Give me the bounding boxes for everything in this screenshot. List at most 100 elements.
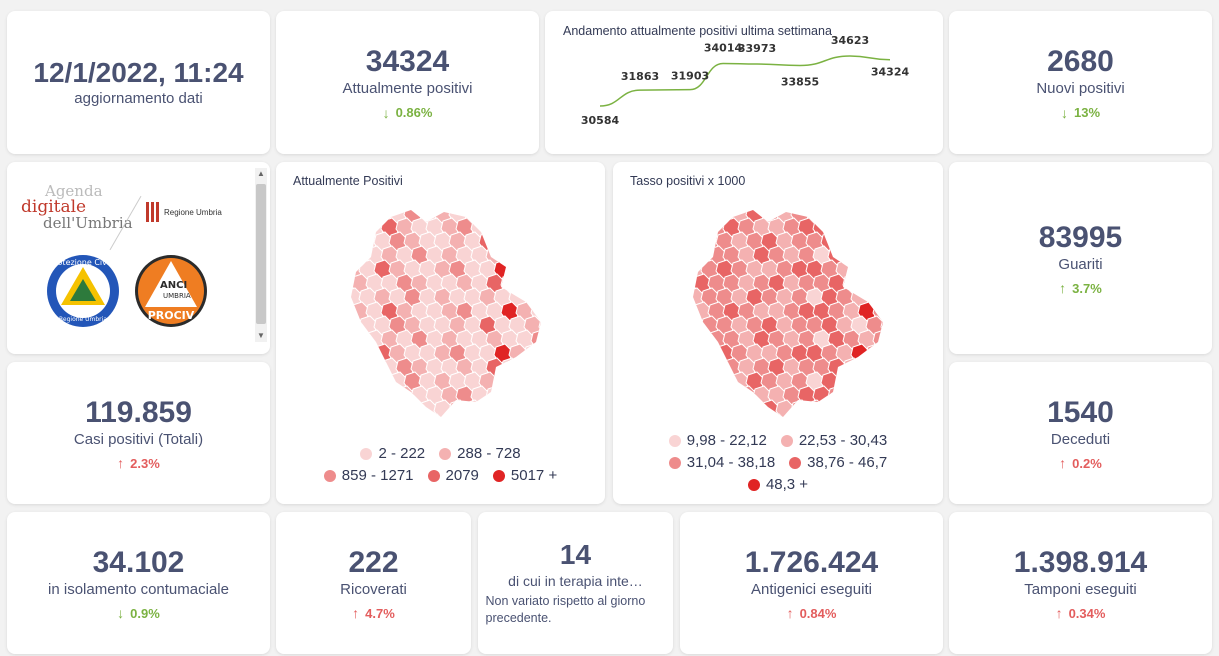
legend-item[interactable]: 859 - 1271 — [323, 467, 414, 484]
municipality-area[interactable] — [850, 231, 870, 252]
scroll-up-icon[interactable]: ▲ — [257, 169, 265, 178]
municipality-area[interactable] — [478, 399, 498, 419]
municipality-area[interactable] — [835, 231, 855, 252]
municipality-area[interactable] — [857, 217, 877, 238]
municipality-area[interactable] — [693, 413, 712, 433]
municipality-area[interactable] — [373, 399, 393, 419]
municipality-area[interactable] — [538, 231, 557, 252]
municipality-area[interactable] — [344, 315, 363, 336]
municipality-area[interactable] — [872, 245, 891, 266]
municipality-area[interactable] — [820, 204, 840, 224]
municipality-area[interactable] — [478, 204, 498, 224]
municipality-area[interactable] — [686, 204, 705, 224]
municipality-area[interactable] — [888, 274, 906, 293]
umbria-map-positivi[interactable] — [276, 192, 605, 452]
municipality-area[interactable] — [850, 371, 870, 392]
municipality-area[interactable] — [351, 357, 370, 378]
municipality-area[interactable] — [344, 231, 363, 252]
municipality-area[interactable] — [767, 413, 787, 433]
trend-card[interactable]: Andamento attualmente positivi ultima se… — [545, 11, 943, 154]
municipality-area[interactable] — [538, 343, 557, 364]
municipality-area[interactable] — [538, 371, 557, 392]
municipality-area[interactable] — [693, 357, 712, 378]
municipality-area[interactable] — [827, 413, 847, 433]
municipality-area[interactable] — [546, 386, 564, 405]
municipality-area[interactable] — [888, 246, 906, 265]
municipality-area[interactable] — [546, 414, 564, 433]
legend-item[interactable]: 5017 + — [492, 467, 557, 484]
municipality-area[interactable] — [880, 399, 899, 419]
scrollbar-thumb[interactable] — [256, 184, 266, 324]
municipality-area[interactable] — [530, 245, 549, 266]
municipality-area[interactable] — [344, 204, 363, 224]
municipality-area[interactable] — [842, 385, 862, 406]
municipality-area[interactable] — [530, 413, 549, 433]
municipality-area[interactable] — [700, 204, 720, 224]
municipality-area[interactable] — [707, 357, 727, 378]
isolamento-card[interactable]: 34.102 in isolamento contumaciale ↓ 0.9% — [7, 512, 270, 654]
legend-item[interactable]: 31,04 - 38,18 — [668, 454, 775, 471]
municipality-area[interactable] — [351, 385, 370, 406]
municipality-area[interactable] — [365, 385, 385, 406]
municipality-area[interactable] — [812, 413, 832, 433]
municipality-area[interactable] — [546, 274, 564, 293]
municipality-area[interactable] — [842, 217, 862, 238]
municipality-area[interactable] — [493, 371, 513, 392]
municipality-area[interactable] — [880, 259, 899, 280]
municipality-area[interactable] — [470, 413, 490, 433]
municipality-area[interactable] — [523, 371, 542, 392]
municipality-area[interactable] — [827, 217, 847, 238]
legend-item[interactable]: 9,98 - 22,12 — [668, 432, 767, 449]
municipality-area[interactable] — [425, 413, 445, 433]
municipality-area[interactable] — [493, 399, 513, 419]
municipality-area[interactable] — [835, 399, 855, 419]
ricoverati-card[interactable]: 222 Ricoverati ↑ 4.7% — [276, 512, 471, 654]
municipality-area[interactable] — [530, 357, 549, 378]
municipality-area[interactable] — [500, 357, 520, 378]
municipality-area[interactable] — [888, 386, 906, 405]
municipality-area[interactable] — [880, 287, 899, 308]
municipality-area[interactable] — [455, 413, 475, 433]
municipality-area[interactable] — [835, 204, 855, 224]
municipality-area[interactable] — [388, 399, 408, 419]
municipality-area[interactable] — [888, 330, 906, 349]
municipality-area[interactable] — [508, 231, 528, 252]
guariti-card[interactable]: 83995 Guariti ↑ 3.7% — [949, 162, 1212, 354]
municipality-area[interactable] — [700, 399, 720, 419]
legend-item[interactable]: 2 - 222 — [360, 445, 425, 462]
municipality-area[interactable] — [515, 273, 535, 294]
municipality-area[interactable] — [508, 204, 528, 224]
municipality-area[interactable] — [686, 371, 705, 392]
municipality-area[interactable] — [850, 259, 870, 280]
municipality-area[interactable] — [857, 273, 877, 294]
municipality-area[interactable] — [523, 259, 542, 280]
municipality-area[interactable] — [440, 413, 460, 433]
municipality-area[interactable] — [463, 399, 483, 419]
municipality-area[interactable] — [493, 204, 513, 224]
municipality-area[interactable] — [523, 231, 542, 252]
municipality-area[interactable] — [782, 413, 802, 433]
municipality-area[interactable] — [508, 399, 528, 419]
municipality-area[interactable] — [880, 315, 899, 336]
municipality-area[interactable] — [344, 399, 363, 419]
municipality-area[interactable] — [530, 329, 549, 350]
municipality-area[interactable] — [722, 413, 742, 433]
municipality-area[interactable] — [351, 413, 370, 433]
municipality-area[interactable] — [842, 245, 862, 266]
municipality-area[interactable] — [546, 358, 564, 377]
municipality-area[interactable] — [865, 259, 884, 280]
municipality-area[interactable] — [693, 385, 712, 406]
municipality-area[interactable] — [500, 385, 520, 406]
municipality-area[interactable] — [715, 371, 735, 392]
municipality-area[interactable] — [880, 204, 899, 224]
municipality-area[interactable] — [745, 399, 765, 419]
municipality-area[interactable] — [797, 413, 817, 433]
municipality-area[interactable] — [538, 259, 557, 280]
municipality-area[interactable] — [546, 330, 564, 349]
municipality-area[interactable] — [546, 302, 564, 321]
municipality-area[interactable] — [500, 245, 520, 266]
tamponi-card[interactable]: 1.398.914 Tamponi eseguiti ↑ 0.34% — [949, 512, 1212, 654]
map-municipalities[interactable] — [686, 204, 906, 433]
municipality-area[interactable] — [693, 217, 712, 238]
municipality-area[interactable] — [515, 413, 535, 433]
